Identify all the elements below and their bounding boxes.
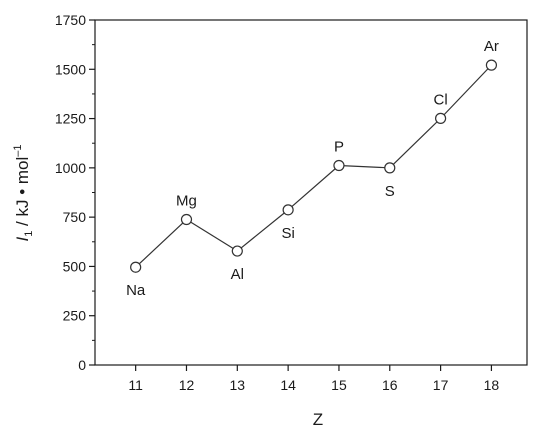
element-label: Ar	[484, 38, 499, 55]
element-label: Al	[231, 266, 244, 283]
element-label: Na	[126, 282, 146, 299]
y-axis-symbol: I	[13, 237, 32, 242]
x-axis-ticks: 11 12 13 14 15 16 17 18	[128, 365, 499, 393]
y-axis-unit: / kJ • mol	[13, 157, 32, 231]
data-point	[282, 204, 294, 216]
data-point	[180, 213, 193, 226]
y-axis-ticks: 0 250 500 750 1000 1250 1500 1750	[55, 12, 95, 373]
data-point	[231, 245, 243, 257]
y-tick-label: 500	[63, 258, 87, 274]
element-label: Si	[281, 225, 294, 242]
series-segment	[135, 219, 187, 268]
y-tick-label: 1500	[55, 61, 86, 77]
y-tick-label: 250	[63, 308, 87, 324]
x-tick-label: 12	[179, 377, 195, 393]
y-axis-title: I1 / kJ • mol–1	[12, 144, 35, 241]
y-tick-label: 1250	[55, 111, 86, 127]
x-tick-label: 14	[280, 377, 296, 393]
data-point	[435, 112, 447, 124]
y-axis-subscript: 1	[23, 231, 35, 237]
series-ionization-energy	[130, 59, 498, 273]
y-tick-label: 0	[78, 357, 86, 373]
x-tick-label: 16	[382, 377, 398, 393]
x-axis-title: Z	[313, 410, 323, 429]
data-point	[485, 59, 498, 71]
x-tick-label: 17	[433, 377, 449, 393]
series-segment	[287, 165, 340, 211]
element-label: P	[334, 138, 344, 155]
point-labels: Na Mg Al Si P S Cl Ar	[126, 38, 499, 299]
x-tick-label: 15	[331, 377, 347, 393]
data-point	[384, 162, 396, 174]
y-axis-superscript: –1	[12, 144, 24, 156]
x-tick-label: 18	[484, 377, 500, 393]
element-label: Cl	[434, 91, 448, 108]
plot-frame	[94, 19, 528, 366]
y-tick-label: 1000	[55, 160, 86, 176]
y-tick-label: 750	[63, 209, 87, 225]
series-segment	[236, 209, 289, 252]
series-segment	[338, 164, 390, 169]
y-tick-label: 1750	[55, 12, 86, 28]
element-label: Mg	[176, 193, 197, 210]
x-tick-label: 13	[230, 377, 246, 393]
series-segment	[186, 218, 238, 252]
series-segment	[389, 117, 442, 169]
series-segment	[440, 64, 492, 119]
element-label: S	[385, 183, 395, 200]
data-point	[130, 261, 142, 273]
data-point	[333, 159, 345, 172]
x-tick-label: 11	[128, 377, 143, 393]
